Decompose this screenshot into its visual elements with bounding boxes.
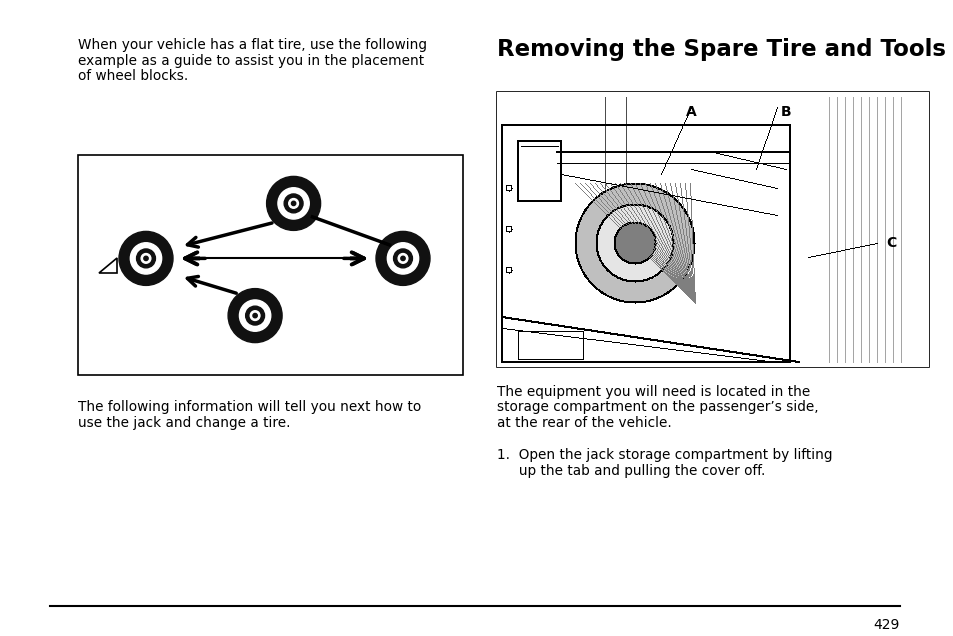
Circle shape bbox=[228, 289, 282, 343]
Bar bbox=[497, 92, 928, 367]
Text: 429: 429 bbox=[873, 618, 899, 632]
Circle shape bbox=[119, 232, 172, 286]
Text: B: B bbox=[781, 105, 791, 119]
Text: The equipment you will need is located in the: The equipment you will need is located i… bbox=[497, 385, 809, 399]
Circle shape bbox=[397, 254, 408, 263]
Circle shape bbox=[400, 256, 405, 261]
Circle shape bbox=[291, 201, 295, 205]
Text: The following information will tell you next how to: The following information will tell you … bbox=[78, 400, 421, 414]
Circle shape bbox=[141, 254, 151, 263]
Text: of wheel blocks.: of wheel blocks. bbox=[78, 69, 188, 83]
Text: Removing the Spare Tire and Tools: Removing the Spare Tire and Tools bbox=[497, 38, 945, 61]
Circle shape bbox=[253, 314, 257, 318]
Circle shape bbox=[284, 194, 303, 213]
Circle shape bbox=[239, 300, 271, 331]
Circle shape bbox=[387, 243, 418, 274]
Text: storage compartment on the passenger’s side,: storage compartment on the passenger’s s… bbox=[497, 401, 818, 415]
Text: A: A bbox=[685, 105, 696, 119]
Circle shape bbox=[277, 188, 309, 219]
Text: use the jack and change a tire.: use the jack and change a tire. bbox=[78, 415, 291, 429]
Circle shape bbox=[136, 249, 155, 268]
Polygon shape bbox=[99, 258, 117, 273]
Text: up the tab and pulling the cover off.: up the tab and pulling the cover off. bbox=[497, 464, 764, 478]
Text: example as a guide to assist you in the placement: example as a guide to assist you in the … bbox=[78, 53, 424, 67]
Text: 1.  Open the jack storage compartment by lifting: 1. Open the jack storage compartment by … bbox=[497, 448, 832, 462]
Circle shape bbox=[144, 256, 148, 261]
Text: When your vehicle has a flat tire, use the following: When your vehicle has a flat tire, use t… bbox=[78, 38, 427, 52]
Circle shape bbox=[250, 311, 259, 321]
Circle shape bbox=[131, 243, 161, 274]
Circle shape bbox=[289, 198, 298, 208]
Circle shape bbox=[266, 176, 320, 230]
Bar bbox=[78, 155, 462, 375]
Circle shape bbox=[375, 232, 430, 286]
Circle shape bbox=[394, 249, 412, 268]
Text: at the rear of the vehicle.: at the rear of the vehicle. bbox=[497, 416, 671, 430]
Text: C: C bbox=[885, 236, 895, 250]
Circle shape bbox=[245, 306, 264, 325]
